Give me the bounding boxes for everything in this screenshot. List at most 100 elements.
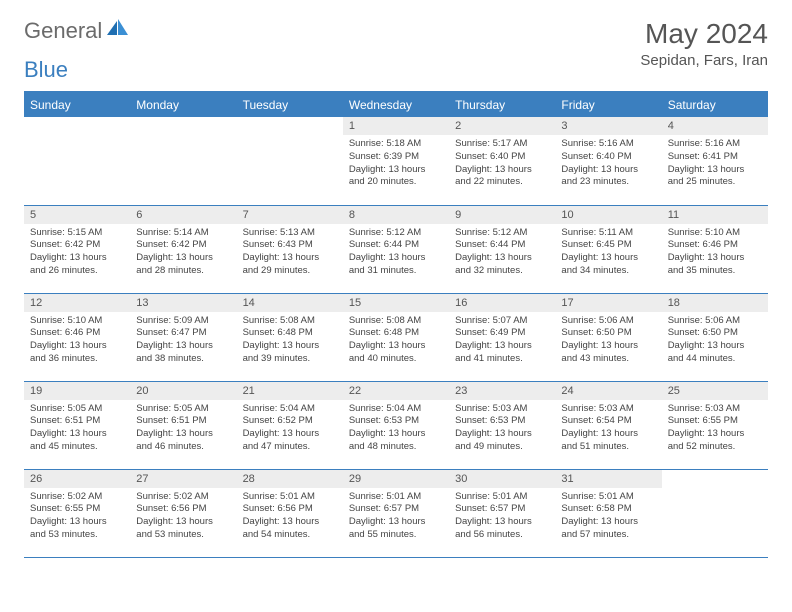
day-number: 4 — [662, 117, 768, 135]
day-cell: 2Sunrise: 5:17 AMSunset: 6:40 PMDaylight… — [449, 117, 555, 205]
day-number: 21 — [237, 382, 343, 400]
day-cell: 5Sunrise: 5:15 AMSunset: 6:42 PMDaylight… — [24, 205, 130, 293]
day-details: Sunrise: 5:02 AMSunset: 6:55 PMDaylight:… — [24, 488, 130, 547]
day-details: Sunrise: 5:09 AMSunset: 6:47 PMDaylight:… — [130, 312, 236, 371]
day-number: 10 — [555, 206, 661, 224]
week-row: 5Sunrise: 5:15 AMSunset: 6:42 PMDaylight… — [24, 205, 768, 293]
day-cell: 10Sunrise: 5:11 AMSunset: 6:45 PMDayligh… — [555, 205, 661, 293]
day-details: Sunrise: 5:01 AMSunset: 6:57 PMDaylight:… — [343, 488, 449, 547]
weekday-fri: Friday — [555, 92, 661, 117]
day-number: 20 — [130, 382, 236, 400]
day-details: Sunrise: 5:04 AMSunset: 6:53 PMDaylight:… — [343, 400, 449, 459]
day-number: 16 — [449, 294, 555, 312]
sail-icon — [107, 19, 129, 42]
day-cell: 25Sunrise: 5:03 AMSunset: 6:55 PMDayligh… — [662, 381, 768, 469]
day-details: Sunrise: 5:12 AMSunset: 6:44 PMDaylight:… — [449, 224, 555, 283]
day-number: 1 — [343, 117, 449, 135]
day-details: Sunrise: 5:02 AMSunset: 6:56 PMDaylight:… — [130, 488, 236, 547]
day-number: 9 — [449, 206, 555, 224]
calendar-page: General May 2024 Sepidan, Fars, Iran Blu… — [0, 0, 792, 576]
day-details: Sunrise: 5:07 AMSunset: 6:49 PMDaylight:… — [449, 312, 555, 371]
day-cell: 24Sunrise: 5:03 AMSunset: 6:54 PMDayligh… — [555, 381, 661, 469]
day-details: Sunrise: 5:05 AMSunset: 6:51 PMDaylight:… — [130, 400, 236, 459]
day-details: Sunrise: 5:01 AMSunset: 6:56 PMDaylight:… — [237, 488, 343, 547]
day-number: 22 — [343, 382, 449, 400]
weekday-tue: Tuesday — [237, 92, 343, 117]
day-number: 5 — [24, 206, 130, 224]
day-number: 11 — [662, 206, 768, 224]
day-details: Sunrise: 5:15 AMSunset: 6:42 PMDaylight:… — [24, 224, 130, 283]
day-cell: 9Sunrise: 5:12 AMSunset: 6:44 PMDaylight… — [449, 205, 555, 293]
day-cell: 26Sunrise: 5:02 AMSunset: 6:55 PMDayligh… — [24, 469, 130, 557]
day-number: 31 — [555, 470, 661, 488]
week-row: 12Sunrise: 5:10 AMSunset: 6:46 PMDayligh… — [24, 293, 768, 381]
day-number: 28 — [237, 470, 343, 488]
day-number: 12 — [24, 294, 130, 312]
day-details: Sunrise: 5:03 AMSunset: 6:53 PMDaylight:… — [449, 400, 555, 459]
day-cell: 31Sunrise: 5:01 AMSunset: 6:58 PMDayligh… — [555, 469, 661, 557]
day-number: 13 — [130, 294, 236, 312]
day-cell: 12Sunrise: 5:10 AMSunset: 6:46 PMDayligh… — [24, 293, 130, 381]
day-cell — [24, 117, 130, 205]
day-details: Sunrise: 5:08 AMSunset: 6:48 PMDaylight:… — [237, 312, 343, 371]
day-number: 27 — [130, 470, 236, 488]
day-details: Sunrise: 5:14 AMSunset: 6:42 PMDaylight:… — [130, 224, 236, 283]
day-number: 8 — [343, 206, 449, 224]
day-cell: 7Sunrise: 5:13 AMSunset: 6:43 PMDaylight… — [237, 205, 343, 293]
day-details: Sunrise: 5:06 AMSunset: 6:50 PMDaylight:… — [662, 312, 768, 371]
calendar-head: Sunday Monday Tuesday Wednesday Thursday… — [24, 92, 768, 117]
day-details: Sunrise: 5:06 AMSunset: 6:50 PMDaylight:… — [555, 312, 661, 371]
day-number: 15 — [343, 294, 449, 312]
day-cell: 28Sunrise: 5:01 AMSunset: 6:56 PMDayligh… — [237, 469, 343, 557]
logo-text-2: Blue — [24, 57, 68, 83]
day-details: Sunrise: 5:08 AMSunset: 6:48 PMDaylight:… — [343, 312, 449, 371]
day-cell: 27Sunrise: 5:02 AMSunset: 6:56 PMDayligh… — [130, 469, 236, 557]
day-cell: 18Sunrise: 5:06 AMSunset: 6:50 PMDayligh… — [662, 293, 768, 381]
day-number: 26 — [24, 470, 130, 488]
logo-text-1: General — [24, 18, 102, 44]
day-cell: 21Sunrise: 5:04 AMSunset: 6:52 PMDayligh… — [237, 381, 343, 469]
day-number: 19 — [24, 382, 130, 400]
day-details: Sunrise: 5:16 AMSunset: 6:41 PMDaylight:… — [662, 135, 768, 194]
day-number: 18 — [662, 294, 768, 312]
day-cell — [662, 469, 768, 557]
day-details: Sunrise: 5:17 AMSunset: 6:40 PMDaylight:… — [449, 135, 555, 194]
calendar-body: 1Sunrise: 5:18 AMSunset: 6:39 PMDaylight… — [24, 117, 768, 557]
week-row: 19Sunrise: 5:05 AMSunset: 6:51 PMDayligh… — [24, 381, 768, 469]
weekday-sat: Saturday — [662, 92, 768, 117]
week-row: 26Sunrise: 5:02 AMSunset: 6:55 PMDayligh… — [24, 469, 768, 557]
day-cell: 1Sunrise: 5:18 AMSunset: 6:39 PMDaylight… — [343, 117, 449, 205]
title-block: May 2024 Sepidan, Fars, Iran — [640, 18, 768, 69]
day-number: 24 — [555, 382, 661, 400]
weekday-thu: Thursday — [449, 92, 555, 117]
day-cell: 23Sunrise: 5:03 AMSunset: 6:53 PMDayligh… — [449, 381, 555, 469]
day-cell: 20Sunrise: 5:05 AMSunset: 6:51 PMDayligh… — [130, 381, 236, 469]
weekday-row: Sunday Monday Tuesday Wednesday Thursday… — [24, 92, 768, 117]
day-number: 7 — [237, 206, 343, 224]
day-cell: 22Sunrise: 5:04 AMSunset: 6:53 PMDayligh… — [343, 381, 449, 469]
day-number: 25 — [662, 382, 768, 400]
day-details: Sunrise: 5:13 AMSunset: 6:43 PMDaylight:… — [237, 224, 343, 283]
day-cell: 19Sunrise: 5:05 AMSunset: 6:51 PMDayligh… — [24, 381, 130, 469]
day-cell: 8Sunrise: 5:12 AMSunset: 6:44 PMDaylight… — [343, 205, 449, 293]
day-number: 30 — [449, 470, 555, 488]
month-title: May 2024 — [640, 18, 768, 50]
day-details: Sunrise: 5:01 AMSunset: 6:58 PMDaylight:… — [555, 488, 661, 547]
day-details: Sunrise: 5:03 AMSunset: 6:55 PMDaylight:… — [662, 400, 768, 459]
day-cell: 17Sunrise: 5:06 AMSunset: 6:50 PMDayligh… — [555, 293, 661, 381]
weekday-sun: Sunday — [24, 92, 130, 117]
day-cell: 30Sunrise: 5:01 AMSunset: 6:57 PMDayligh… — [449, 469, 555, 557]
day-cell: 15Sunrise: 5:08 AMSunset: 6:48 PMDayligh… — [343, 293, 449, 381]
weekday-mon: Monday — [130, 92, 236, 117]
location: Sepidan, Fars, Iran — [640, 52, 768, 69]
day-cell: 14Sunrise: 5:08 AMSunset: 6:48 PMDayligh… — [237, 293, 343, 381]
day-number: 17 — [555, 294, 661, 312]
day-cell: 11Sunrise: 5:10 AMSunset: 6:46 PMDayligh… — [662, 205, 768, 293]
day-details: Sunrise: 5:01 AMSunset: 6:57 PMDaylight:… — [449, 488, 555, 547]
day-number: 2 — [449, 117, 555, 135]
day-details: Sunrise: 5:18 AMSunset: 6:39 PMDaylight:… — [343, 135, 449, 194]
day-cell — [237, 117, 343, 205]
day-cell: 13Sunrise: 5:09 AMSunset: 6:47 PMDayligh… — [130, 293, 236, 381]
logo: General — [24, 18, 131, 44]
day-details: Sunrise: 5:10 AMSunset: 6:46 PMDaylight:… — [24, 312, 130, 371]
